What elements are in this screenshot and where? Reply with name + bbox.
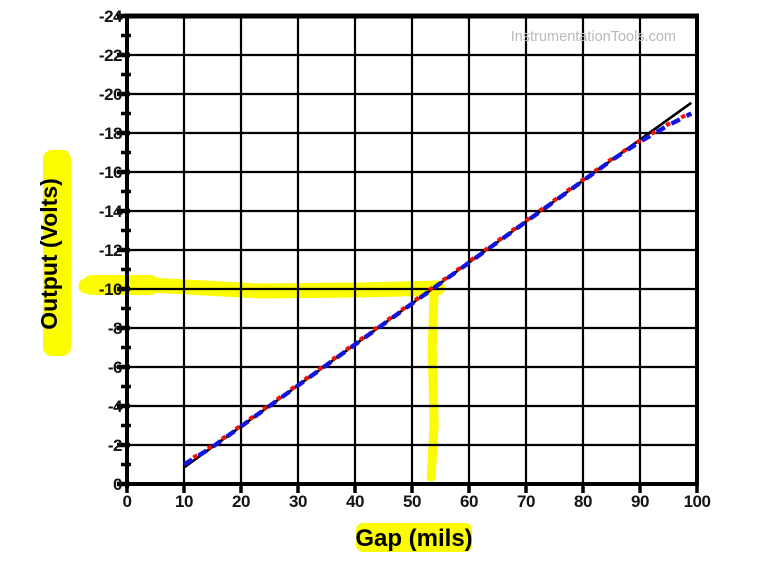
tick-labels: 0 10 20 30 40 50 60 70 80 90 100 0 -2 -4 -6 -8 -10 -12 -14… [99,7,711,511]
data-series [182,101,693,469]
y-tick-label: -12 [99,241,122,260]
y-tick-label: -16 [99,163,122,182]
y-tick-label: -14 [99,202,123,221]
gridlines [127,16,697,484]
x-axis-title: Gap (mils) [355,525,472,552]
x-tick-label: 40 [346,492,364,511]
y-axis-title: Output (Volts) [36,178,62,330]
y-tick-label: -4 [108,397,123,416]
labels-layer: InstrumentationTools.com Output (Volts) … [36,29,676,552]
actual-curve-red-dashes [182,110,693,466]
actual-curve-blue-dashes [182,111,693,467]
y-tick-label: -18 [99,124,122,143]
y-tick-label: -20 [99,85,122,104]
y-tick-label: 0 [113,475,122,494]
tick-marks [117,13,699,493]
y-tick-label: -8 [108,319,122,338]
y-axis-title-highlight [43,150,71,356]
y-tick-label: -10 [99,280,122,299]
x-tick-label: 90 [631,492,649,511]
x-tick-label: 80 [574,492,592,511]
x-axis-title-highlight [356,523,472,552]
x-tick-label: 10 [175,492,193,511]
x-tick-label: 20 [232,492,250,511]
x-tick-label: 0 [123,492,132,511]
y-tick-label: -6 [108,358,122,377]
x-tick-label: 100 [684,492,711,511]
y-tick-label: -2 [108,436,122,455]
watermark-text: InstrumentationTools.com [511,29,676,45]
x-tick-label: 60 [460,492,478,511]
x-tick-label: 50 [403,492,421,511]
highlight-vertical [426,284,439,482]
y-tick-label: -22 [99,46,122,65]
x-tick-label: 70 [517,492,535,511]
x-tick-label: 30 [289,492,307,511]
y-tick-label: -24 [99,7,123,26]
